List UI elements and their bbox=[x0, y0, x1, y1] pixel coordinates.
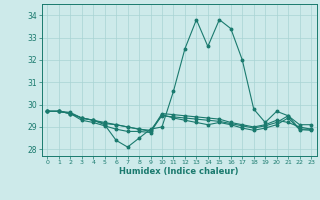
X-axis label: Humidex (Indice chaleur): Humidex (Indice chaleur) bbox=[119, 167, 239, 176]
